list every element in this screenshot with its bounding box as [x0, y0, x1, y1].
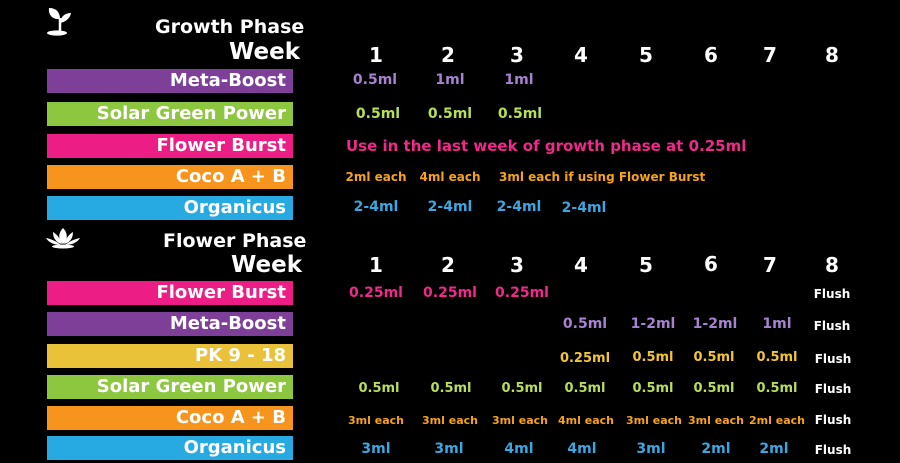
flower-solar-green-week-3: 0.5ml [501, 381, 543, 396]
flower-meta-boost-week-6: 1-2ml [692, 316, 738, 332]
growth-week-4: 4 [574, 43, 588, 67]
flower-meta-boost-week-5: 1-2ml [630, 316, 676, 332]
flower-coco-week-2: 3ml each [422, 414, 478, 427]
flower-organicus-bar: Organicus [47, 436, 293, 460]
growth-week-8: 8 [825, 43, 839, 67]
growth-solar-green-week-3: 0.5ml [497, 106, 543, 122]
flower-flower-burst-week-3: 0.25ml [495, 285, 549, 301]
flower-week-2: 2 [441, 253, 455, 277]
growth-solar-green-week-2: 0.5ml [427, 106, 473, 122]
flower-coco-week-4: 4ml each [558, 414, 614, 427]
flower-solar-green-week-4: 0.5ml [564, 381, 606, 396]
growth-organicus-week-3: 2-4ml [496, 199, 542, 215]
flower-week-5: 5 [639, 253, 653, 277]
flower-flower-burst-week-1: 0.25ml [349, 285, 403, 301]
flower-pk-bar: PK 9 - 18 [47, 344, 293, 368]
flower-organicus-week-6: 2ml [701, 441, 731, 457]
flower-solar-green-week-7: 0.5ml [756, 381, 798, 396]
flower-solar-green-bar: Solar Green Power [47, 375, 293, 399]
growth-week-1: 1 [369, 43, 383, 67]
growth-coco-week-1: 2ml each [345, 170, 407, 184]
flower-flower-burst-week-2: 0.25ml [423, 285, 477, 301]
flower-week-7: 7 [763, 253, 777, 277]
growth-solar-green-bar: Solar Green Power [47, 102, 293, 126]
growth-coco-week-2: 4ml each [419, 170, 481, 184]
flower-coco-week-6: 3ml each [688, 414, 744, 427]
sprout-icon [47, 8, 71, 36]
flower-meta-boost-flush: Flush [813, 319, 851, 333]
flower-phase-title: Flower Phase [163, 230, 307, 252]
flower-organicus-week-5: 3ml [636, 441, 666, 457]
flower-coco-week-1: 3ml each [348, 414, 404, 427]
flower-organicus-week-3: 4ml [504, 441, 534, 457]
flower-solar-green-week-5: 0.5ml [632, 381, 674, 396]
flower-solar-green-week-1: 0.5ml [358, 381, 400, 396]
flower-pk-week-5: 0.5ml [632, 350, 674, 365]
growth-organicus-bar: Organicus [47, 196, 293, 220]
flower-pk-flush: Flush [814, 352, 852, 366]
flower-organicus-week-7: 2ml [759, 441, 789, 457]
growth-organicus-week-2: 2-4ml [427, 199, 473, 215]
growth-flower-burst-note: Use in the last week of growth phase at … [346, 137, 747, 155]
flower-week-6: 6 [704, 252, 718, 276]
growth-coco-note: 3ml each if using Flower Burst [499, 170, 706, 184]
flower-week-label: Week [231, 252, 303, 278]
flower-flower-burst-flush: Flush [813, 287, 851, 301]
flower-coco-bar: Coco A + B [47, 406, 293, 430]
flower-solar-green-flush: Flush [814, 382, 852, 396]
growth-flower-burst-bar: Flower Burst [47, 134, 293, 158]
growth-meta-boost-week-1: 0.5ml [352, 72, 398, 88]
flower-week-8: 8 [825, 253, 839, 277]
growth-week-6: 6 [704, 43, 718, 67]
flower-organicus-week-4: 4ml [567, 441, 597, 457]
growth-coco-bar: Coco A + B [47, 165, 293, 189]
flower-coco-week-3: 3ml each [492, 414, 548, 427]
growth-week-2: 2 [441, 43, 455, 67]
flower-solar-green-week-2: 0.5ml [430, 381, 472, 396]
growth-meta-boost-bar: Meta-Boost [47, 69, 293, 93]
flower-meta-boost-week-4: 0.5ml [562, 316, 608, 332]
flower-coco-week-5: 3ml each [626, 414, 682, 427]
flower-pk-week-4: 0.25ml [559, 351, 611, 366]
growth-organicus-week-1: 2-4ml [353, 199, 399, 215]
growth-solar-green-week-1: 0.5ml [355, 106, 401, 122]
flower-flower-burst-bar: Flower Burst [47, 281, 293, 305]
growth-week-5: 5 [639, 43, 653, 67]
flower-solar-green-week-6: 0.5ml [693, 381, 735, 396]
flower-meta-boost-week-7: 1ml [762, 316, 792, 332]
flower-meta-boost-bar: Meta-Boost [47, 312, 293, 336]
flower-week-3: 3 [510, 253, 524, 277]
flower-coco-flush: Flush [814, 413, 852, 427]
flower-week-4: 4 [574, 253, 588, 277]
growth-week-7: 7 [763, 43, 777, 67]
growth-meta-boost-week-3: 1ml [504, 72, 534, 88]
growth-week-3: 3 [510, 43, 524, 67]
growth-phase-title: Growth Phase [155, 16, 305, 38]
growth-organicus-week-4: 2-4ml [561, 200, 607, 216]
flower-organicus-week-2: 3ml [434, 441, 464, 457]
flower-pk-week-7: 0.5ml [756, 350, 798, 365]
flower-organicus-flush: Flush [814, 443, 852, 457]
growth-meta-boost-week-2: 1ml [435, 72, 465, 88]
growth-week-label: Week [229, 39, 301, 65]
flower-pk-week-6: 0.5ml [693, 350, 735, 365]
flower-week-1: 1 [369, 253, 383, 277]
lotus-icon [46, 228, 80, 249]
flower-organicus-week-1: 3ml [361, 441, 391, 457]
flower-coco-week-7: 2ml each [749, 414, 805, 427]
